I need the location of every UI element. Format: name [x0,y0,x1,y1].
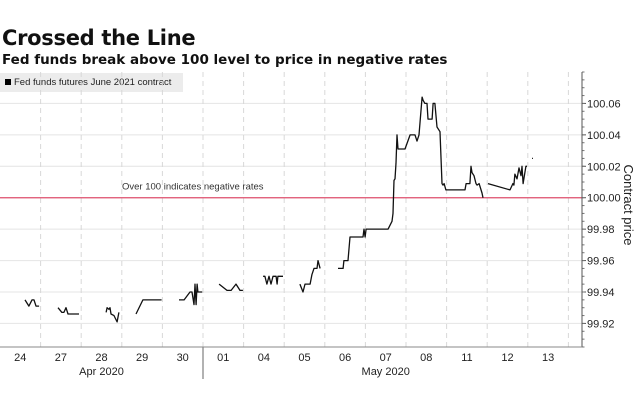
legend-label: Fed funds futures June 2021 contract [14,77,172,88]
y-tick-label: 100.02 [587,161,621,173]
series-line-segment [105,307,120,323]
reference-line-label: Over 100 indicates negative rates [122,182,264,193]
x-tick-label: 24 [14,352,26,364]
series-line-segment [24,299,40,307]
x-tick-label: 12 [501,352,513,364]
series-line-segment [179,283,203,306]
legend-swatch [5,79,11,85]
x-tick-label: 08 [420,352,432,364]
series-line-segment [338,96,484,270]
series-line-segment [135,299,162,315]
series-line-segment [218,283,243,292]
x-tick-label: 04 [258,352,270,364]
y-tick-label: 100.04 [587,130,621,142]
legend: Fed funds futures June 2021 contract [0,73,183,92]
series-line-segment [487,165,527,191]
x-tick-label: 07 [380,352,392,364]
y-tick-label: 99.96 [587,256,615,268]
y-tick-label: 100.06 [587,98,621,110]
x-month-label: Apr 2020 [79,366,124,378]
y-tick-label: 100.00 [587,193,621,205]
x-tick-label: 05 [298,352,310,364]
y-axis-label: Contract price [621,165,636,246]
x-tick-label: 13 [542,352,554,364]
x-tick-label: 29 [136,352,148,364]
x-tick-label: 01 [217,352,229,364]
y-tick-label: 99.94 [587,287,615,299]
series-line-segment [299,259,321,293]
series-line-segment [57,307,79,315]
x-tick-label: 27 [55,352,67,364]
chart-title: Crossed the Line [2,26,196,50]
chart-subtitle: Fed funds break above 100 level to price… [2,52,448,68]
series-line-segment [263,275,283,285]
x-tick-label: 06 [339,352,351,364]
x-tick-label: 11 [461,352,472,364]
y-tick-label: 99.92 [587,318,615,330]
x-tick-label: 30 [177,352,189,364]
x-tick-label: 28 [95,352,107,364]
x-month-label: May 2020 [362,366,410,378]
y-tick-label: 99.98 [587,224,615,236]
